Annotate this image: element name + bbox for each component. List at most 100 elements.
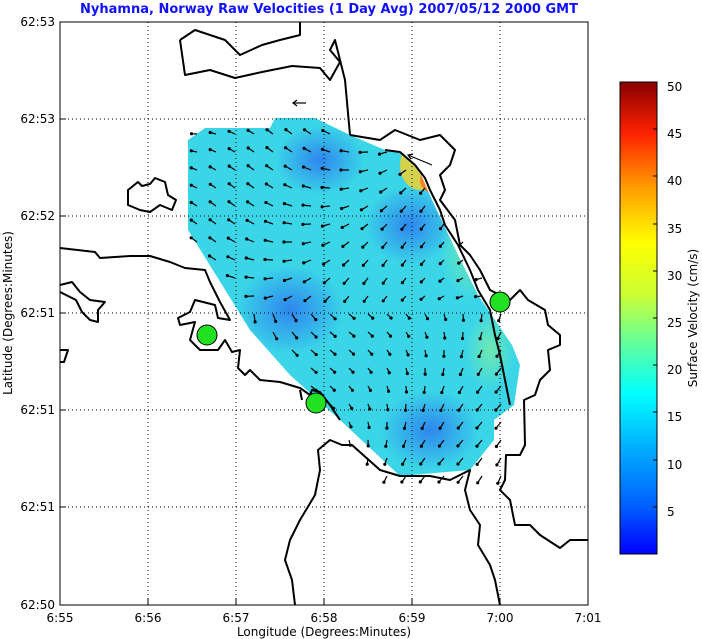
velocity-vector-head	[333, 317, 337, 321]
velocity-vector-head	[378, 171, 382, 175]
velocity-vector-head	[419, 462, 423, 466]
velocity-vector-head	[284, 146, 288, 150]
colorbar-tick-label: 35	[667, 222, 682, 236]
velocity-vector-head	[189, 166, 193, 170]
velocity-vector-head	[294, 318, 298, 323]
colorbar-tick-label: 40	[667, 174, 682, 188]
velocity-vector-head	[314, 388, 318, 392]
velocity-vector-head	[386, 408, 390, 412]
velocity-vector-head	[400, 245, 404, 249]
velocity-vector-head	[401, 444, 406, 448]
velocity-vector-head	[189, 200, 193, 205]
velocity-vector-head	[359, 189, 363, 193]
velocity-vector-head	[456, 444, 460, 448]
velocity-vector-head	[381, 263, 385, 267]
velocity-vector-head	[456, 279, 460, 283]
velocity-vector-head	[383, 462, 387, 466]
velocity-vector-head	[342, 281, 346, 285]
velocity-vector-head	[362, 299, 366, 303]
colorbar-tick-label: 5	[667, 505, 675, 519]
y-tick-label: 62:52	[20, 209, 55, 223]
velocity-vector-head	[208, 236, 212, 240]
velocity-vector-head	[361, 245, 365, 249]
velocity-vector-head	[352, 334, 356, 338]
radar-station-south	[305, 392, 327, 414]
velocity-vector-head	[438, 244, 442, 248]
velocity-vector-head	[459, 355, 463, 359]
velocity-vector-head	[419, 245, 423, 249]
velocity-vector-head	[407, 316, 411, 320]
colorbar-scale	[619, 81, 658, 555]
velocity-vector-head	[320, 185, 324, 190]
velocity-vector-head	[494, 408, 498, 412]
velocity-vector-head	[419, 444, 423, 448]
velocity-vector-head	[303, 299, 307, 303]
velocity-vector-head	[295, 336, 299, 340]
velocity-vector-head	[301, 222, 305, 226]
velocity-vector-head	[381, 281, 385, 285]
y-tick-label: 62:53	[20, 15, 55, 29]
velocity-vector-head	[244, 256, 248, 260]
velocity-vector-head	[400, 263, 404, 267]
velocity-vector-head	[350, 406, 354, 410]
velocity-vector-head	[295, 353, 299, 357]
velocity-vector-head	[370, 352, 374, 356]
x-tick-label: 7:00	[487, 611, 514, 625]
velocity-vector-head	[340, 206, 344, 211]
velocity-vector-head	[245, 218, 249, 222]
velocity-vector-head	[225, 274, 229, 278]
velocity-vector-head	[333, 370, 337, 374]
velocity-vector-head	[227, 147, 231, 151]
velocity-vector-head	[456, 426, 460, 430]
velocity-vector-head	[246, 200, 250, 204]
velocity-vector-head	[245, 237, 249, 241]
velocity-vector-head	[405, 371, 409, 376]
velocity-vector-head	[350, 388, 354, 392]
velocity-vector-head	[476, 481, 480, 485]
velocity-vector-head	[457, 243, 461, 247]
velocity-vector-head	[244, 275, 248, 279]
velocity-vector-head	[437, 462, 441, 466]
x-tick-label: 6:56	[135, 611, 162, 625]
velocity-vector-head	[382, 480, 386, 484]
velocity-vector-head	[420, 426, 424, 430]
velocity-vector-head	[494, 372, 498, 376]
velocity-vector-head	[443, 336, 447, 340]
velocity-vector-head	[401, 462, 405, 466]
velocity-vector-head	[457, 390, 462, 394]
velocity-vector-head	[438, 262, 442, 266]
velocity-vector-head	[264, 182, 268, 186]
x-tick-labels: 6:55 6:56 6:57 6:58 6:59 7:00 7:01	[47, 611, 602, 625]
velocity-vector-head	[314, 353, 318, 357]
velocity-vector-head	[320, 166, 324, 170]
velocity-vector-head	[265, 128, 269, 132]
velocity-vector-head	[227, 182, 231, 186]
velocity-vector-head	[302, 128, 307, 132]
velocity-vector-head	[389, 316, 393, 320]
velocity-vector-head	[343, 299, 347, 303]
velocity-vector-head	[227, 129, 231, 133]
velocity-vector-head	[419, 191, 423, 195]
velocity-vector-head	[474, 295, 478, 299]
velocity-vector-head	[476, 390, 480, 394]
radar-station-east	[489, 291, 511, 313]
velocity-vector-head	[342, 263, 346, 267]
velocity-vector-head	[362, 281, 366, 285]
velocity-vector-head	[244, 294, 248, 298]
velocity-vector-head	[189, 236, 193, 240]
velocity-vector-head	[438, 279, 442, 283]
velocity-vector-head	[388, 334, 393, 338]
velocity-vector-head	[351, 352, 356, 356]
colorbar-tick-label: 45	[667, 127, 682, 141]
velocity-vector-head	[189, 132, 194, 136]
velocity-vector-head	[407, 334, 411, 338]
velocity-vector-head	[348, 443, 352, 447]
velocity-vector-head	[475, 444, 479, 448]
x-tick-label: 6:57	[223, 611, 250, 625]
velocity-vector-head	[438, 426, 442, 430]
velocity-vector-head	[423, 372, 427, 376]
x-tick-label: 6:59	[399, 611, 426, 625]
velocity-vector-head	[379, 209, 383, 213]
velocity-vector-head	[456, 462, 460, 466]
velocity-vector-head	[253, 320, 257, 324]
